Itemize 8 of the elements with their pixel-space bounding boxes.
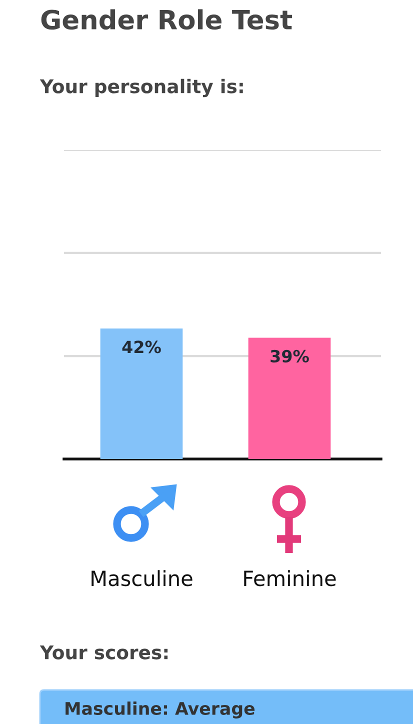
data-label: 39% xyxy=(270,350,309,362)
x-tick-label: Feminine xyxy=(244,570,336,586)
data-label: 42% xyxy=(122,340,161,354)
text: Masculine: Average xyxy=(66,702,255,718)
text: Your scores: xyxy=(40,646,168,660)
x-tick-label: Masculine xyxy=(92,570,192,586)
chart-subtitle: Your personality is: xyxy=(40,78,243,98)
chart-title: Gender Role Test xyxy=(41,9,292,30)
